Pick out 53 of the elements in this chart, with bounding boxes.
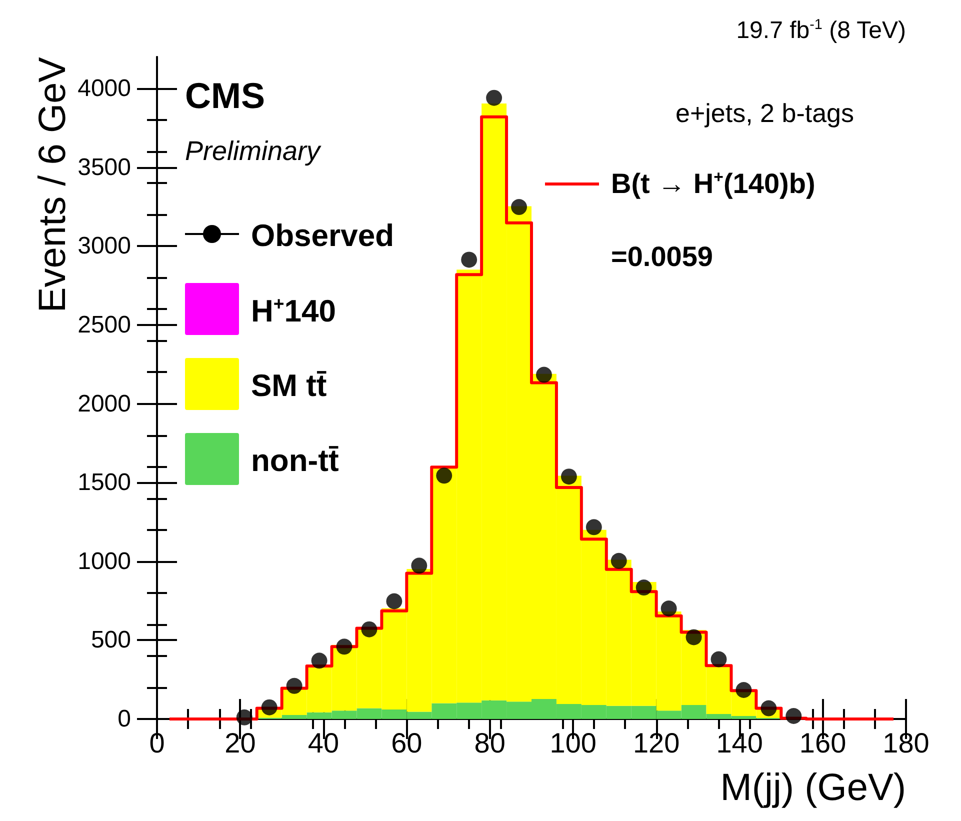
y-tick-label: 3500 xyxy=(78,154,131,181)
point xyxy=(536,366,552,383)
point xyxy=(660,600,677,617)
point xyxy=(760,700,777,716)
point xyxy=(636,580,652,596)
y-tick-label: 3000 xyxy=(78,232,131,260)
point xyxy=(511,199,528,216)
text: B(t → H$^{+}$(140)b) =0.0059 xyxy=(611,168,816,272)
point xyxy=(560,468,577,485)
point xyxy=(736,682,752,698)
annotation: e+jets, 2 b-tags xyxy=(676,98,854,128)
legend-label: H$^{+}$140 xyxy=(251,292,336,330)
x-tick-label: 20 xyxy=(224,728,256,758)
point xyxy=(710,651,727,668)
x-tick-label: 40 xyxy=(308,728,340,758)
point xyxy=(786,708,802,724)
y-tick-label: 4000 xyxy=(78,75,131,102)
point xyxy=(261,699,278,716)
y-tick-label: 1000 xyxy=(78,548,131,575)
text: 19.7 fb$^{-1}$ (8 TeV) xyxy=(736,17,906,44)
x-tick-label: 180 xyxy=(882,728,930,758)
y-axis-title: Events / 6 GeV xyxy=(32,56,74,313)
point xyxy=(336,638,352,655)
point xyxy=(610,552,627,569)
y-tick-label: 2000 xyxy=(78,390,131,418)
legend-label: SM tt̄ xyxy=(251,367,327,404)
x-tick-label: 120 xyxy=(632,728,680,758)
point xyxy=(386,593,402,610)
point xyxy=(586,519,602,536)
point xyxy=(411,558,428,574)
point xyxy=(286,678,302,694)
legend-label: Observed xyxy=(251,217,394,254)
x-tick-label: 140 xyxy=(716,728,763,758)
annotation: Preliminary xyxy=(185,136,320,166)
point xyxy=(311,652,328,669)
y-tick-label: 0 xyxy=(118,706,131,732)
point xyxy=(436,468,452,484)
x-tick-label: 80 xyxy=(474,728,506,758)
y-tick-label: 500 xyxy=(90,626,131,654)
point xyxy=(236,709,252,726)
y-tick-label: 1500 xyxy=(78,469,131,496)
x-axis-title: M(jj) (GeV) xyxy=(720,767,906,809)
x-tick-label: 0 xyxy=(149,728,165,758)
point xyxy=(461,252,478,268)
x-tick-label: 100 xyxy=(550,728,596,758)
point xyxy=(361,621,378,638)
legend-label: non-tt̄ xyxy=(251,442,339,479)
point xyxy=(486,90,502,106)
y-tick-label: 2500 xyxy=(78,311,131,338)
x-tick-label: 60 xyxy=(391,728,422,758)
point xyxy=(686,629,702,646)
annotation: CMS xyxy=(185,75,265,116)
x-tick-label: 160 xyxy=(799,728,846,758)
